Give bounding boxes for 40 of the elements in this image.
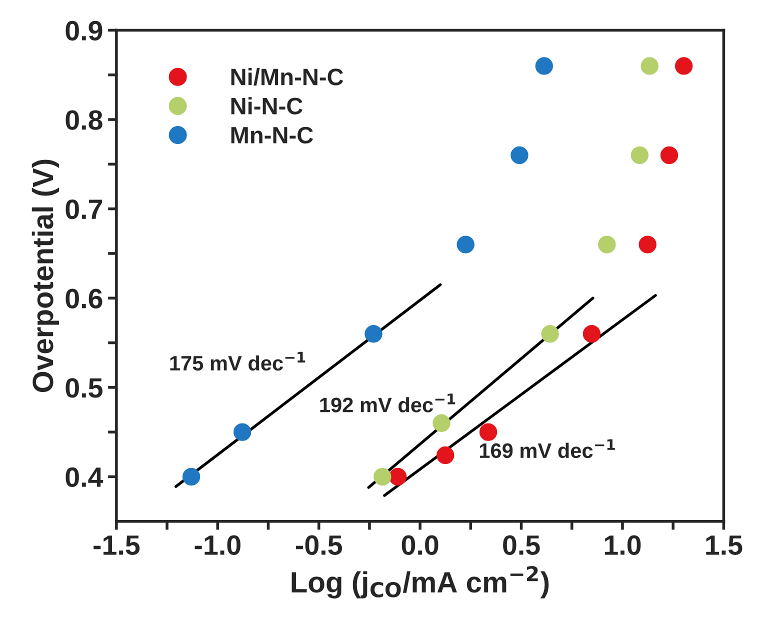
annotation: 175 mV dec$^{−1}$	[170, 352, 306, 371]
point	[510, 146, 528, 164]
annotation: 192 mV dec$^{−1}$	[320, 394, 456, 412]
x-tick-label: 1.0	[604, 535, 641, 555]
x-tick-label: 1.5	[706, 536, 742, 555]
x-tick-label: 0.0	[402, 535, 438, 555]
y-tick-label: 0.7	[66, 199, 102, 220]
point	[598, 236, 616, 254]
legend-label: Mn-N-C	[231, 126, 314, 144]
x-tick-label: -0.5	[296, 535, 342, 555]
point	[374, 468, 392, 486]
legend-label: Ni/Mn-N-C	[231, 68, 344, 86]
point	[582, 324, 601, 343]
point	[436, 446, 454, 464]
x-tick-label: -1.0	[194, 535, 240, 555]
point	[182, 468, 200, 486]
x-tick-label: 0.5	[503, 535, 540, 555]
annotation: 169 mV dec$^{−1}$	[480, 439, 615, 458]
x-tick-label: -1.5	[94, 536, 140, 555]
y-axis-title: Overpotential (V)	[32, 160, 60, 392]
point	[432, 414, 450, 432]
point	[674, 57, 693, 75]
y-tick-label: 0.6	[66, 288, 102, 308]
y-tick-label: 0.4	[66, 467, 104, 488]
point	[660, 146, 678, 164]
point	[479, 423, 498, 441]
point	[638, 236, 656, 254]
point	[456, 236, 474, 254]
legend-label: Ni-N-C	[231, 97, 303, 114]
point	[640, 57, 658, 75]
y-tick-label: 0.9	[66, 20, 102, 41]
point	[535, 57, 554, 75]
x-axis-title: Log (j$_{CO}$/mA cm$^{−2}$)	[292, 566, 549, 599]
point	[388, 468, 407, 486]
point	[630, 146, 649, 164]
point	[541, 324, 559, 343]
y-tick-label: 0.5	[66, 378, 102, 398]
y-tick-label: 0.8	[66, 110, 102, 130]
point	[364, 324, 382, 343]
point	[233, 423, 252, 441]
